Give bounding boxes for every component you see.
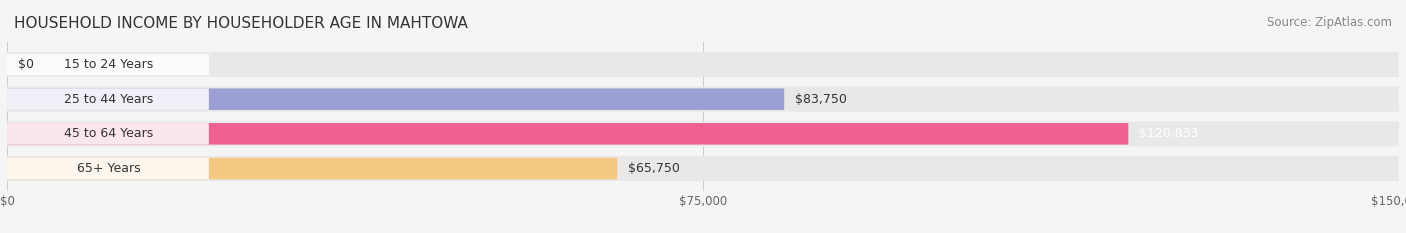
- Text: $120,833: $120,833: [1139, 127, 1199, 140]
- FancyBboxPatch shape: [7, 87, 1399, 112]
- Text: HOUSEHOLD INCOME BY HOUSEHOLDER AGE IN MAHTOWA: HOUSEHOLD INCOME BY HOUSEHOLDER AGE IN M…: [14, 16, 468, 31]
- Text: $83,750: $83,750: [796, 93, 848, 106]
- FancyBboxPatch shape: [7, 88, 785, 110]
- FancyBboxPatch shape: [7, 88, 209, 110]
- FancyBboxPatch shape: [7, 156, 1399, 181]
- Text: 15 to 24 Years: 15 to 24 Years: [65, 58, 153, 71]
- Text: 25 to 44 Years: 25 to 44 Years: [65, 93, 153, 106]
- FancyBboxPatch shape: [7, 121, 1399, 146]
- FancyBboxPatch shape: [7, 52, 1399, 77]
- Text: Source: ZipAtlas.com: Source: ZipAtlas.com: [1267, 16, 1392, 29]
- Text: 45 to 64 Years: 45 to 64 Years: [65, 127, 153, 140]
- FancyBboxPatch shape: [7, 54, 209, 75]
- FancyBboxPatch shape: [7, 123, 1128, 145]
- Text: $65,750: $65,750: [628, 162, 681, 175]
- FancyBboxPatch shape: [7, 123, 209, 145]
- FancyBboxPatch shape: [7, 158, 617, 179]
- FancyBboxPatch shape: [7, 158, 209, 179]
- Text: 65+ Years: 65+ Years: [77, 162, 141, 175]
- Text: $0: $0: [18, 58, 34, 71]
